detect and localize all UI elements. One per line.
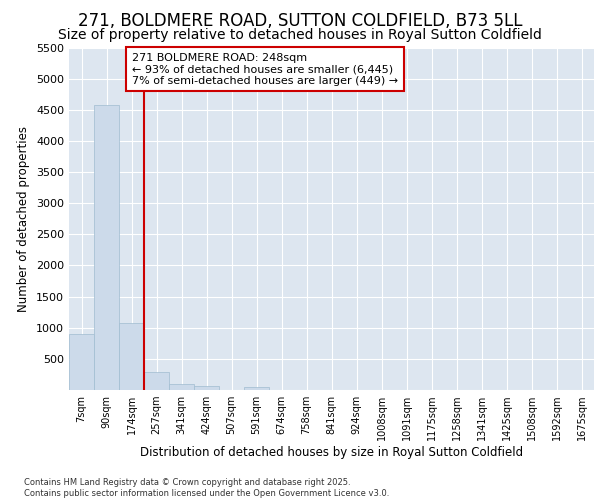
Bar (94, 105, 119, 390)
Bar (69, 334, 94, 390)
Y-axis label: Number of detached properties: Number of detached properties (17, 126, 31, 312)
Text: Size of property relative to detached houses in Royal Sutton Coldfield: Size of property relative to detached ho… (58, 28, 542, 42)
Text: 271, BOLDMERE ROAD, SUTTON COLDFIELD, B73 5LL: 271, BOLDMERE ROAD, SUTTON COLDFIELD, B7… (78, 12, 522, 30)
Bar (119, 322, 144, 390)
Bar (144, 372, 169, 390)
X-axis label: Distribution of detached houses by size in Royal Sutton Coldfield: Distribution of detached houses by size … (140, 446, 523, 459)
Bar (244, 387, 269, 390)
Text: 271 BOLDMERE ROAD: 248sqm
← 93% of detached houses are smaller (6,445)
7% of sem: 271 BOLDMERE ROAD: 248sqm ← 93% of detac… (132, 52, 398, 86)
Text: Contains HM Land Registry data © Crown copyright and database right 2025.
Contai: Contains HM Land Registry data © Crown c… (24, 478, 389, 498)
Bar (169, 384, 194, 390)
Bar (194, 386, 219, 390)
